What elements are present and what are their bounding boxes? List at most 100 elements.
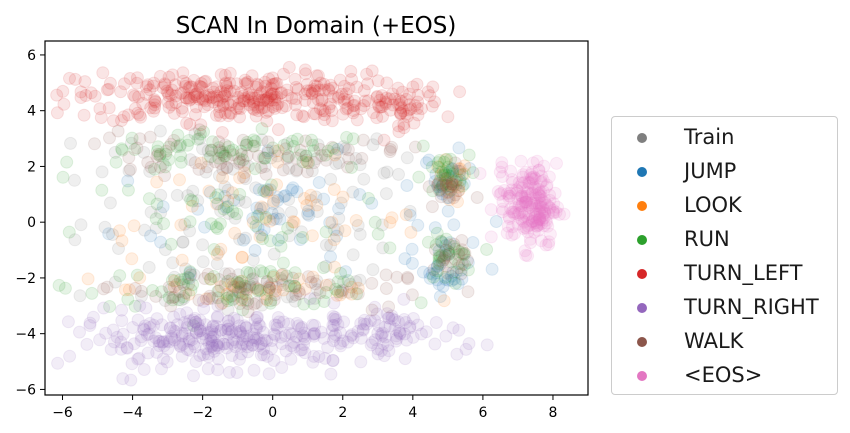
data-point [425,99,439,113]
data-point [520,195,533,209]
data-point [232,152,246,166]
data-point [447,240,461,253]
data-point [507,205,521,219]
data-point [275,274,289,288]
data-point [346,248,360,262]
data-point [342,82,356,95]
data-point [226,186,239,200]
y-tick-label: −6 [15,382,36,398]
data-point [143,321,157,334]
data-point [400,151,414,165]
data-point [440,171,454,185]
data-point [130,76,144,90]
data-point [542,235,556,249]
data-point [222,319,235,333]
data-point [239,231,252,245]
data-point [260,183,274,197]
data-point [449,178,463,192]
data-point [177,86,191,100]
data-point [114,85,128,99]
data-point [430,178,444,192]
data-point [153,147,167,161]
data-point [237,94,251,108]
data-point [221,303,235,317]
data-point [505,228,519,242]
data-point [142,192,156,206]
data-point [117,77,131,91]
data-point [308,277,322,291]
data-point [511,192,525,206]
data-point [383,215,397,229]
data-point [433,182,447,196]
data-point [188,311,202,325]
data-point [326,309,340,323]
data-point [284,279,298,293]
data-point [336,334,350,348]
data-point [529,207,543,221]
data-point [365,303,379,317]
data-point [290,330,303,344]
data-point [250,311,264,325]
data-point [204,272,218,286]
data-point [298,192,311,205]
data-point [538,206,552,220]
data-point [267,269,281,283]
data-point [247,327,261,341]
data-point [226,162,240,176]
data-point [169,89,183,103]
data-point [127,219,141,233]
data-point [368,300,382,314]
data-point [97,282,111,296]
data-point [236,94,250,108]
data-point [329,328,343,342]
data-point [426,184,440,198]
data-point [142,327,156,341]
data-point [533,189,547,202]
data-point [527,170,541,184]
x-tick-label: 6 [478,405,487,421]
data-point [515,176,529,190]
data-point [180,306,194,320]
data-point [140,328,154,342]
data-point [173,273,187,287]
data-point [282,60,296,74]
data-point [226,283,240,297]
data-point [158,243,172,257]
data-point [523,218,537,232]
data-point [253,319,267,333]
data-point [391,81,405,95]
data-point [202,184,216,198]
data-point [542,238,555,252]
data-point [443,193,456,207]
data-point [448,242,462,256]
data-point [120,341,134,355]
data-point [432,254,446,268]
data-point [212,352,225,366]
data-point [198,75,211,89]
x-tick-label: 4 [408,405,417,421]
data-point [175,349,189,363]
data-point [217,202,231,216]
data-point [410,77,424,91]
data-point [248,135,262,148]
data-point [216,296,230,310]
chart-title: SCAN In Domain (+EOS) [176,13,457,39]
data-point [518,189,532,203]
data-point [354,331,368,345]
data-point [60,155,74,169]
data-point [333,336,347,350]
data-point [361,77,375,91]
data-point [99,326,113,340]
data-point [395,94,408,108]
data-point [115,142,129,156]
data-point [263,234,277,248]
data-point [290,316,304,330]
data-point [211,188,225,202]
data-point [217,149,231,163]
data-point [265,334,279,347]
data-point [439,179,453,193]
data-point [268,284,282,298]
data-point [433,154,447,167]
data-point [470,191,484,204]
data-point [204,143,218,157]
